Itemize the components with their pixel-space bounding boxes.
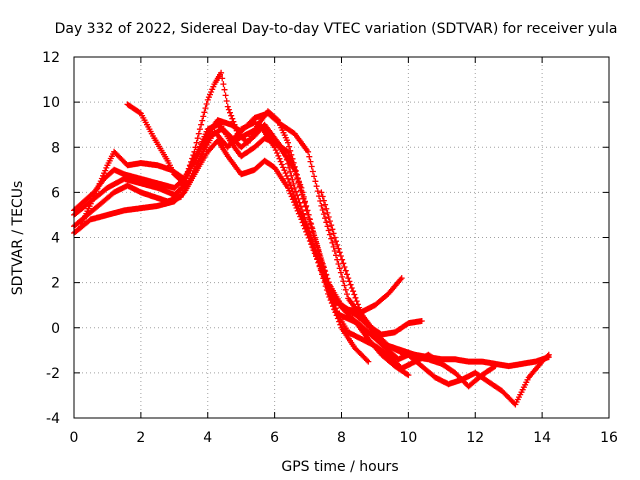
data-point-markers bbox=[171, 69, 552, 408]
data-point-markers bbox=[318, 189, 552, 370]
x-tick-label: 10 bbox=[399, 430, 417, 446]
data-layer bbox=[71, 69, 552, 408]
chart-title: Day 332 of 2022, Sidereal Day-to-day VTE… bbox=[55, 21, 618, 37]
x-tick-label: 4 bbox=[203, 430, 212, 446]
x-tick-label: 0 bbox=[70, 430, 79, 446]
series-arc-2 bbox=[71, 123, 372, 365]
x-tick-label: 2 bbox=[136, 430, 145, 446]
series-arc-8 bbox=[318, 189, 552, 370]
x-tick-label: 6 bbox=[270, 430, 279, 446]
x-tick-label: 8 bbox=[337, 430, 346, 446]
y-tick-label: 0 bbox=[51, 321, 60, 337]
y-tick-label: 2 bbox=[51, 276, 60, 292]
y-tick-label: -4 bbox=[46, 411, 60, 427]
ticks: 0 2 4 6 8 10 12 14 16 -4 -2 0 2 4 6 8 10 12 bbox=[42, 50, 618, 446]
series-arc-7 bbox=[171, 69, 552, 408]
x-axis-label: GPS time / hours bbox=[281, 459, 398, 475]
y-tick-label: 8 bbox=[51, 140, 60, 156]
data-point-markers bbox=[71, 123, 372, 365]
x-tick-label: 16 bbox=[600, 430, 618, 446]
x-tick-label: 14 bbox=[533, 430, 551, 446]
y-tick-label: 10 bbox=[42, 95, 60, 111]
y-tick-label: 12 bbox=[42, 50, 60, 66]
y-tick-label: -2 bbox=[46, 366, 60, 382]
x-tick-label: 12 bbox=[466, 430, 484, 446]
y-axis-label: SDTVAR / TECUs bbox=[10, 181, 26, 296]
y-tick-label: 4 bbox=[51, 231, 60, 247]
y-tick-label: 6 bbox=[51, 185, 60, 201]
